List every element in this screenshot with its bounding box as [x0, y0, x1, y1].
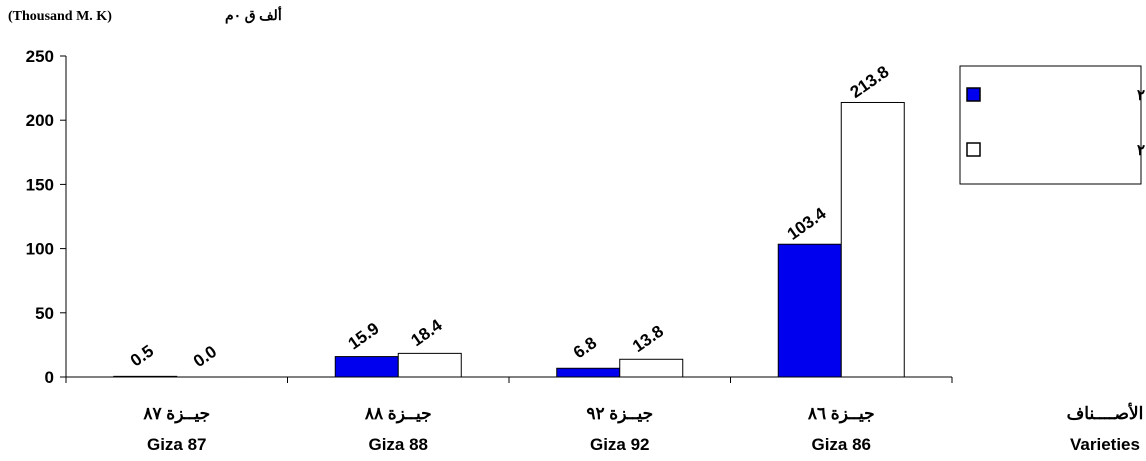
- category-label: Giza 92: [590, 435, 650, 454]
- unit-label-ar: ألف ق ٠م: [225, 5, 282, 24]
- category-label-ar: جيــزة ٨٨: [364, 404, 432, 424]
- category-label-ar: جيــزة ٨٧: [142, 404, 210, 424]
- legend-swatch: [966, 142, 981, 157]
- bar-season-2013-2014: [113, 375, 178, 378]
- data-label: 6.8: [570, 333, 600, 362]
- y-tick-label: 250: [26, 47, 54, 66]
- data-label: 15.9: [345, 319, 383, 354]
- category-label: Giza 88: [368, 435, 428, 454]
- y-tick-label: 150: [26, 175, 54, 194]
- legend-label: موسم ٢٠١٤/٢٠١٣: [1137, 87, 1146, 104]
- bars: [113, 101, 905, 378]
- category-label: Giza 87: [147, 435, 207, 454]
- legend: موسم ٢٠١٤/٢٠١٣ موسم ٢٠١٥/٢٠١٤: [959, 65, 1146, 185]
- data-label: 103.4: [784, 203, 830, 243]
- bar-season-2014-2015: [840, 101, 905, 378]
- legend-swatch: [966, 87, 981, 102]
- category-label-ar: جيــزة ٨٦: [807, 404, 875, 424]
- bar-season-2013-2014: [777, 243, 842, 378]
- x-axis-title: Varieties: [1070, 435, 1140, 454]
- category-label-ar: جيــزة ٩٢: [586, 404, 653, 424]
- data-label: 213.8: [847, 62, 893, 102]
- legend-box: [959, 65, 1142, 185]
- y-tick-label: 200: [26, 111, 54, 130]
- data-label: 0.5: [127, 341, 157, 370]
- category-label: Giza 86: [811, 435, 871, 454]
- bar-season-2013-2014: [334, 356, 399, 378]
- data-label: 13.8: [629, 322, 667, 357]
- x-axis-title-ar: الأصــــناف: [1067, 402, 1144, 423]
- y-tick-label: 50: [35, 304, 54, 323]
- bar-season-2013-2014: [556, 367, 621, 378]
- bar-season-2014-2015: [397, 352, 462, 378]
- data-label: 18.4: [408, 315, 446, 350]
- legend-label: موسم ٢٠١٥/٢٠١٤: [1137, 142, 1146, 159]
- data-label: 0.0: [190, 342, 220, 371]
- y-tick-label: 0: [45, 368, 54, 387]
- bar-season-2014-2015: [619, 358, 684, 378]
- unit-label: (Thousand M. K): [8, 9, 112, 24]
- y-tick-label: 100: [26, 240, 54, 259]
